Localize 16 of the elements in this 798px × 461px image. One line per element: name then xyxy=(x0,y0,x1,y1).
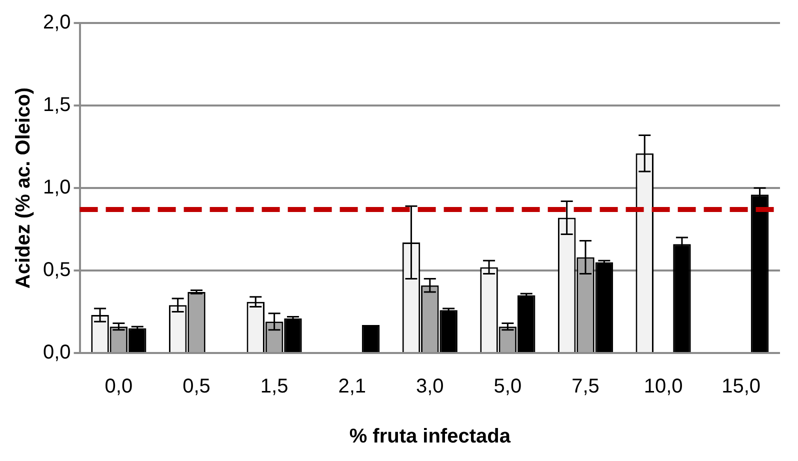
x-tick-label: 10,0 xyxy=(644,376,683,398)
x-tick-label: 1,5 xyxy=(260,376,288,398)
x-tick-label: 5,0 xyxy=(494,376,522,398)
x-tick-label: 3,0 xyxy=(416,376,444,398)
x-tick-label: 7,5 xyxy=(572,376,600,398)
x-axis-title: % fruta infectada xyxy=(349,426,512,448)
x-tick-label: 0,0 xyxy=(104,376,133,398)
x-tick-label: 0,5 xyxy=(182,376,210,398)
y-tick-label: 2,0 xyxy=(42,12,71,34)
y-axis-title: Acidez (% ac. Oleico) xyxy=(12,87,35,289)
y-tick-label: 1,0 xyxy=(42,176,71,199)
y-tick-label: 0,5 xyxy=(42,259,71,282)
y-tick-label: 1,5 xyxy=(42,94,71,116)
x-tick-label: 15,0 xyxy=(722,376,761,398)
x-tick-label: 2,1 xyxy=(338,376,366,398)
y-tick-label: 0,0 xyxy=(42,342,71,364)
